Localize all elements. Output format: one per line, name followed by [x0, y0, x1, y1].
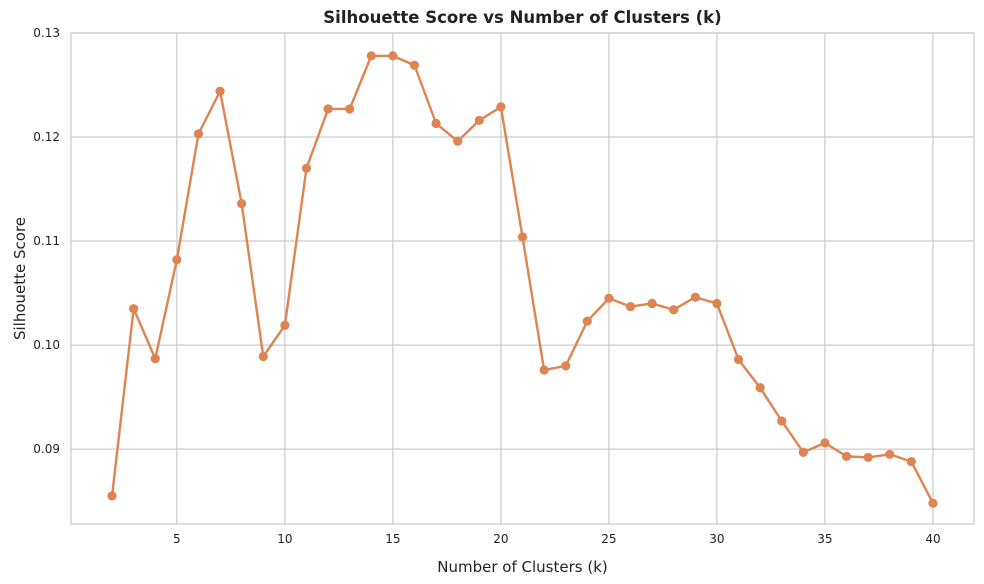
- data-point: [733, 355, 744, 365]
- data-point: [539, 365, 549, 375]
- data-point: [906, 456, 916, 467]
- x-tick-label: 25: [601, 532, 616, 546]
- data-point: [129, 304, 139, 314]
- data-point: [885, 449, 895, 459]
- data-point: [777, 416, 787, 426]
- x-axis-label: Number of Clusters (k): [437, 558, 607, 576]
- data-point: [841, 451, 852, 461]
- x-tick-label: 35: [817, 532, 832, 546]
- x-tick-label: 20: [493, 532, 508, 546]
- y-tick-label: 0.13: [33, 26, 60, 40]
- data-point: [820, 438, 830, 448]
- x-tick-label: 15: [385, 532, 400, 546]
- data-point: [193, 129, 204, 139]
- data-point: [366, 51, 376, 61]
- data-point: [345, 104, 355, 114]
- y-tick-label: 0.11: [33, 234, 60, 248]
- x-tick-label: 30: [709, 532, 724, 546]
- data-point: [431, 118, 441, 129]
- data-point: [280, 320, 290, 330]
- data-point: [474, 115, 484, 125]
- series-layer: [107, 51, 938, 508]
- data-point: [237, 199, 247, 209]
- data-point: [647, 298, 657, 309]
- tick-labels: 5 10 15 20 25 30 35 40 0.09 0.10 0.11 0.12 0.13: [33, 26, 940, 546]
- data-point: [561, 361, 571, 371]
- data-point: [323, 104, 333, 114]
- data-point: [712, 298, 722, 309]
- y-tick-label: 0.10: [33, 338, 60, 352]
- data-point: [863, 452, 873, 463]
- data-point: [172, 255, 182, 265]
- x-tick-label: 40: [925, 532, 940, 546]
- x-tick-label: 10: [277, 532, 292, 546]
- data-point: [582, 316, 592, 326]
- data-point: [517, 232, 528, 242]
- data-point: [669, 305, 679, 315]
- data-point: [928, 498, 938, 508]
- data-point: [625, 301, 636, 312]
- data-point: [388, 51, 398, 61]
- data-point: [496, 102, 506, 112]
- data-point: [798, 447, 808, 457]
- y-axis-label: Silhouette Score: [11, 217, 29, 340]
- data-point: [107, 491, 117, 501]
- data-point: [150, 353, 160, 364]
- data-point: [301, 163, 312, 173]
- data-point: [690, 292, 700, 302]
- data-point: [215, 86, 225, 96]
- data-point: [453, 136, 463, 146]
- y-tick-label: 0.09: [33, 442, 60, 456]
- x-tick-label: 5: [173, 532, 181, 546]
- plot-frame: [70, 32, 975, 525]
- data-point: [604, 293, 614, 303]
- chart-title: Silhouette Score vs Number of Clusters (…: [323, 8, 721, 27]
- data-point: [755, 383, 765, 393]
- data-point: [409, 60, 420, 70]
- data-point: [258, 351, 268, 362]
- y-tick-label: 0.12: [33, 130, 60, 144]
